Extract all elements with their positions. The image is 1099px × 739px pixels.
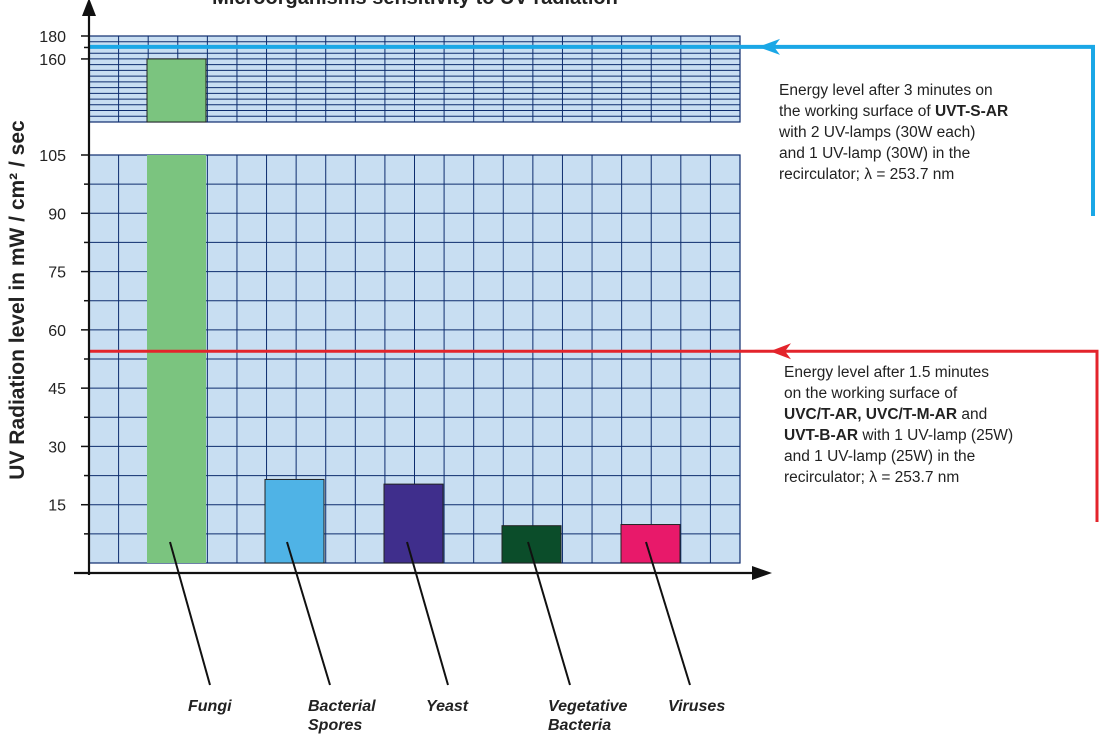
note1-line3: with 2 UV-lamps (30W each) [779,124,976,141]
y-tick-30: 30 [48,439,66,456]
category-label-line: Bacterial [308,698,376,715]
note2-line3: UVC/T-AR, UVC/T-M-AR and [784,404,1084,425]
annotation-uvt-s-ar: Energy level after 3 minutes on the work… [779,80,1079,185]
note1-line5: recirculator; λ = 253.7 nm [779,166,955,183]
category-label-line: Vegetative [548,698,628,715]
note2-line4-text: with 1 UV-lamp (25W) [858,427,1014,444]
reference-arrow-1 [758,38,780,55]
note2-line6: recirculator; λ = 253.7 nm [784,469,960,486]
note2-models: UVC/T-AR, UVC/T-M-AR [784,406,958,423]
category-label-0: Fungi [188,698,232,715]
bar-4 [620,524,681,564]
y-tick-45: 45 [48,381,66,398]
category-leader-0 [169,541,211,686]
note2-line1: Energy level after 1.5 minutes [784,364,990,381]
category-label-4: Viruses [668,698,725,715]
y-tick-90: 90 [48,206,66,223]
note1-model: UVT-S-AR [934,103,1009,120]
note1-line4: and 1 UV-lamp (30W) in the [779,145,971,162]
reference-lines [89,38,1099,522]
bar-2 [383,483,444,564]
category-leaders: Fungi Bacterial Spores Yeast Vegetative Bacte… [169,541,725,734]
note2-line5: and 1 UV-lamp (25W) in the [784,448,976,465]
y-tick-180: 180 [39,29,66,46]
category-leader-2 [406,541,449,686]
y-tick-labels: 15 30 45 60 75 90 105 160 180 [39,29,89,535]
y-axis-arrow [82,0,96,16]
note1-line2: the working surface of UVT-S-AR [779,101,1079,122]
annotation-uvc-t-ar: Energy level after 1.5 minutes on the wo… [784,362,1084,488]
category-label-3: Vegetative Bacteria [548,698,628,734]
category-label-line: Fungi [188,698,232,715]
y-axis-label: UV Radiation level in mW / cm² / sec [6,120,29,480]
bars [146,58,681,564]
note1-line1: Energy level after 3 minutes on [779,82,993,99]
category-label-line: Viruses [668,698,725,715]
reference-arrow-2 [770,343,791,360]
bar-0-lower [147,155,206,563]
note1-line2-text: the working surface of [779,103,935,120]
category-label-line: Spores [308,717,362,734]
note2-line3-text: and [957,406,988,423]
y-tick-160: 160 [39,52,66,69]
category-leader-1 [286,541,331,686]
category-label-2: Yeast [426,698,469,715]
note2-model: UVT-B-AR [784,427,859,444]
category-label-line: Yeast [426,698,469,715]
category-leader-4 [645,541,691,686]
y-tick-60: 60 [48,323,66,340]
bar-0-upper [146,58,207,123]
y-tick-105: 105 [39,148,66,165]
x-axis-arrow [752,566,772,580]
y-tick-15: 15 [48,498,66,515]
bar-1 [264,478,325,564]
category-leader-3 [527,541,571,686]
category-label-1: Bacterial Spores [308,698,376,734]
note2-line2: on the working surface of [784,385,958,402]
category-label-line: Bacteria [548,717,611,734]
reference-line-2 [89,349,1099,522]
reference-line-1 [89,44,1095,216]
axes [74,0,772,580]
y-tick-75: 75 [48,265,66,282]
chart-title: Microorganisms sensitivity to UV radiati… [212,0,618,9]
note2-line4: UVT-B-AR with 1 UV-lamp (25W) [784,425,1084,446]
